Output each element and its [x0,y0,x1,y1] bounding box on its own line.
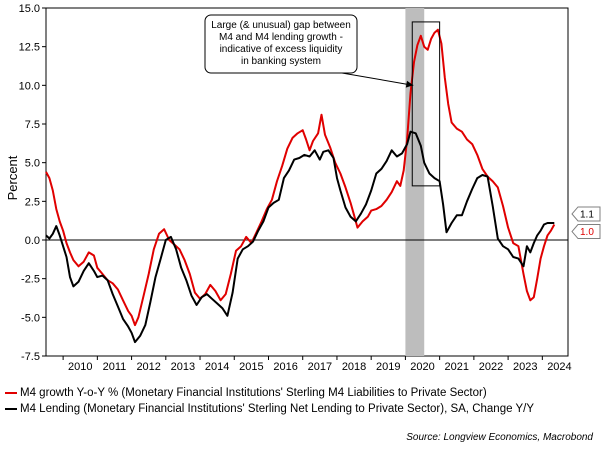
x-tick-label: 2023 [513,361,537,373]
end-label-tag-black [571,206,601,222]
y-tick-label: -5.0 [21,312,40,324]
legend: M4 growth Y-o-Y % (Monetary Financial In… [5,385,603,417]
x-tick-label: 2014 [205,361,229,373]
y-tick-label: 5.0 [25,158,40,170]
y-tick-label: 7.5 [25,119,40,131]
end-labels: 1.1 1.0 [571,206,601,240]
x-tick-label: 2018 [342,361,366,373]
x-axis: 2010 2011 2012 2013 2014 2015 2016 2017 2018 2019… [62,356,572,373]
x-tick-label: 2017 [308,361,332,373]
y-axis: 15.0 12.5 10.0 7.5 5.0 2.5 0.0 -2.5 -5.0 -7.5 [19,3,46,363]
annotation-arrow [341,72,414,86]
y-tick-label: -2.5 [21,274,40,286]
y-tick-label: 2.5 [25,196,40,208]
annotation-line-4: in banking system [241,56,321,67]
annotation-arrowhead [405,80,414,88]
legend-label-m4-lending: M4 Lending (Monetary Financial Instituti… [20,403,535,415]
x-tick-label: 2024 [547,361,571,373]
series-line-m4-lending [45,130,555,344]
end-label-red: 1.0 [580,227,594,238]
x-tick-label: 2016 [273,361,297,373]
y-tick-label: 15.0 [19,3,40,15]
x-tick-label: 2012 [136,361,160,373]
y-tick-label: -7.5 [21,351,40,363]
annotation-line-3: indicative of excess liquidity [220,44,343,55]
x-tick-label: 2020 [410,361,434,373]
legend-swatch-black [5,407,17,411]
annotation-box [204,14,358,74]
x-tick-label: 2021 [445,361,469,373]
annotation: Large (& unusual) gap between M4 and M4 … [204,14,414,88]
annotation-line-1: Large (& unusual) gap between [211,20,351,31]
highlight-box [411,21,441,187]
end-label-tag-red [571,224,601,240]
plot-frame [45,7,569,357]
y-axis-title: Percent [5,155,20,200]
legend-item-m4-lending: M4 Lending (Monetary Financial Instituti… [5,401,603,417]
source-note: Source: Longview Economics, Macrobond [406,432,593,443]
y-tick-label: 12.5 [19,42,40,54]
x-tick-label: 2010 [68,361,92,373]
series-layer [45,28,556,344]
y-tick-label: 0.0 [25,235,40,247]
annotation-line-2: M4 and M4 lending growth - [219,32,343,43]
legend-item-m4-growth: M4 growth Y-o-Y % (Monetary Financial In… [5,385,603,401]
legend-label-m4-growth: M4 growth Y-o-Y % (Monetary Financial In… [20,387,487,399]
x-tick-label: 2015 [239,361,263,373]
series-line-m4-growth [45,28,556,327]
end-label-black: 1.1 [580,209,594,220]
legend-swatch-red [5,391,17,395]
x-tick-label: 2013 [171,361,195,373]
chart: 15.0 12.5 10.0 7.5 5.0 2.5 0.0 -2.5 -5.0 -7.5 201… [5,3,601,373]
x-tick-label: 2019 [376,361,400,373]
y-tick-label: 10.0 [19,80,40,92]
x-tick-label: 2011 [103,361,127,373]
x-tick-label: 2022 [479,361,503,373]
